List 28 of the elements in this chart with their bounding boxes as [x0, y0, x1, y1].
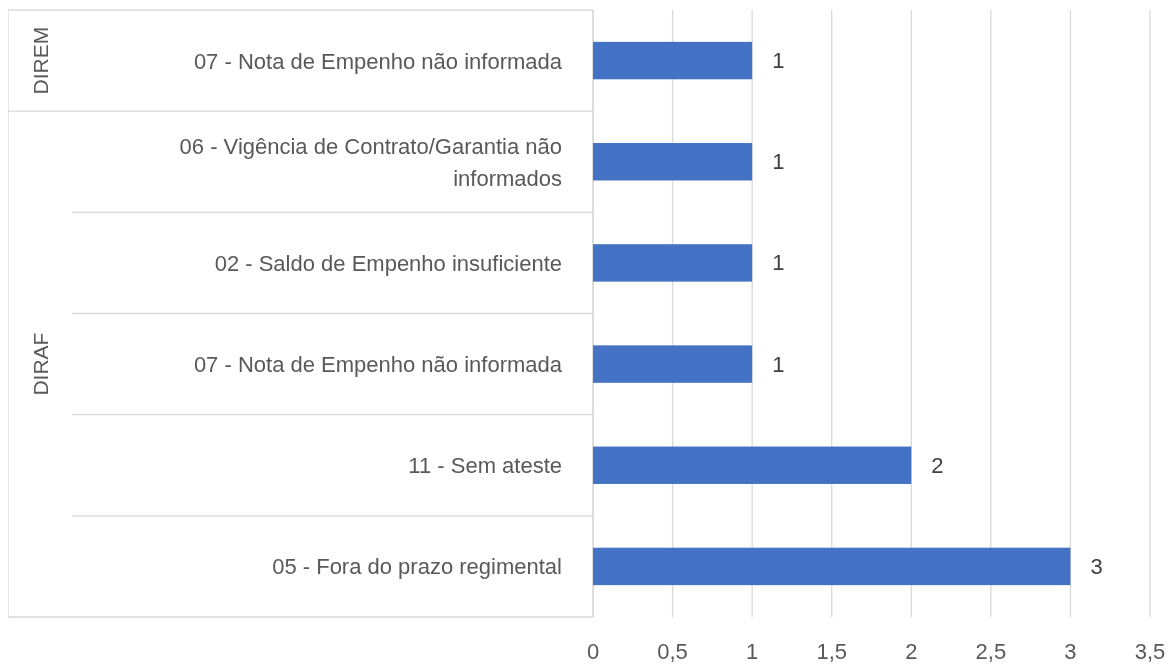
- y-tick-label: 02 - Saldo de Empenho insuficiente: [214, 250, 562, 276]
- data-label: 1: [772, 351, 785, 377]
- y-tick-label: 07 - Nota de Empenho não informada: [193, 351, 563, 377]
- x-tick-label: 3,5: [1134, 638, 1166, 664]
- y-tick-label: 06 - Vigência de Contrato/Garantia não informados: [179, 133, 562, 191]
- bar: [593, 345, 753, 383]
- y-tick-label: 07 - Nota de Empenho não informada: [193, 48, 563, 74]
- text: DIREM: [28, 26, 52, 95]
- bar: [593, 244, 753, 282]
- x-tick-label: 1: [746, 638, 759, 664]
- y-tick-label: 11 - Sem ateste: [408, 452, 562, 478]
- text: DIRAF: [28, 332, 52, 396]
- bar: [593, 446, 912, 484]
- x-tick-label: 1,5: [816, 638, 848, 664]
- data-label: 1: [772, 250, 785, 276]
- data-label: 1: [772, 48, 785, 74]
- bar: [593, 547, 1071, 586]
- data-label: 3: [1090, 553, 1103, 579]
- x-tick-label: 2,5: [975, 638, 1007, 664]
- data-label: 2: [931, 452, 944, 478]
- bar: [593, 41, 753, 80]
- x-tick-label: 0: [586, 638, 600, 664]
- x-tick-label: 0,5: [657, 638, 688, 664]
- y-tick-label: 05 - Fora do prazo regimental: [272, 553, 562, 579]
- x-tick-label: 3: [1064, 638, 1077, 664]
- data-label: 1: [772, 149, 785, 175]
- x-tick-label: 2: [905, 638, 918, 664]
- bar: [593, 143, 753, 181]
